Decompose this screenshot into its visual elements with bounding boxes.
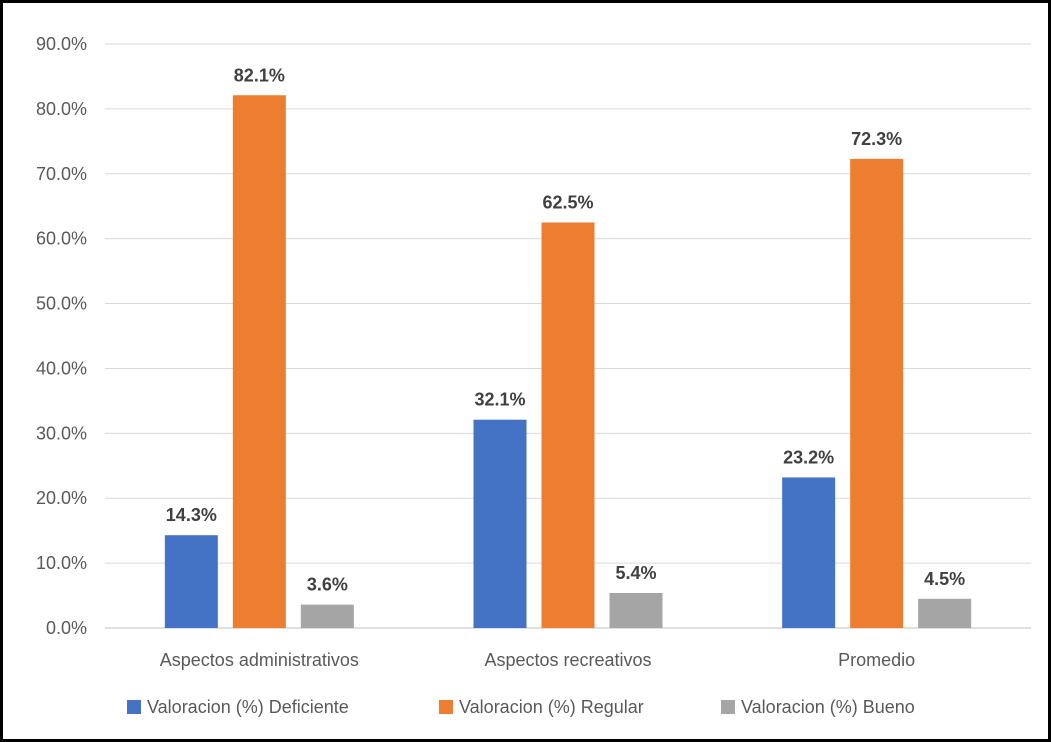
- legend-swatch: [721, 700, 735, 714]
- bar: [782, 477, 836, 628]
- data-labels: 14.3% 82.1% 3.6% 32.1% 62.5% 5.4% 23.2% 72.3% 4.…: [166, 65, 965, 594]
- data-label: 5.4%: [615, 563, 656, 583]
- y-tick-label: 60.0%: [36, 229, 87, 249]
- bar: [300, 604, 354, 628]
- bar-chart: 0.0% 10.0% 20.0% 30.0% 40.0% 50.0% 60.0% 70.0% 8…: [36, 34, 1031, 717]
- data-label: 72.3%: [851, 129, 902, 149]
- y-tick-label: 40.0%: [36, 358, 87, 378]
- legend: Valoracion (%) Deficiente Valoracion (%) …: [127, 697, 915, 717]
- legend-entry: Valoracion (%) Deficiente: [147, 697, 349, 717]
- legend-entry: Valoracion (%) Regular: [459, 697, 644, 717]
- legend-swatch: [439, 700, 453, 714]
- x-category-label: Aspectos administrativos: [160, 650, 359, 670]
- y-tick-label: 80.0%: [36, 99, 87, 119]
- y-tick-label: 20.0%: [36, 488, 87, 508]
- bars: [164, 95, 972, 629]
- x-category-label: Promedio: [838, 650, 915, 670]
- y-axis-ticks: 0.0% 10.0% 20.0% 30.0% 40.0% 50.0% 60.0% 70.0% 8…: [36, 34, 87, 638]
- bar: [541, 222, 595, 628]
- data-label: 23.2%: [783, 447, 834, 467]
- legend-entry: Valoracion (%) Bueno: [741, 697, 915, 717]
- bar: [609, 592, 663, 628]
- bar: [232, 95, 286, 629]
- data-label: 32.1%: [474, 390, 525, 410]
- y-tick-label: 30.0%: [36, 423, 87, 443]
- y-tick-label: 0.0%: [46, 618, 87, 638]
- y-tick-label: 10.0%: [36, 553, 87, 573]
- x-category-label: Aspectos recreativos: [484, 650, 651, 670]
- bar: [473, 419, 527, 628]
- y-tick-label: 50.0%: [36, 294, 87, 314]
- data-label: 14.3%: [166, 505, 217, 525]
- legend-swatch: [127, 700, 141, 714]
- bar: [164, 535, 218, 628]
- data-label: 4.5%: [924, 569, 965, 589]
- x-axis-categories: Aspectos administrativos Aspectos recreat…: [160, 650, 915, 670]
- bar: [918, 598, 972, 628]
- data-label: 82.1%: [234, 65, 285, 85]
- data-label: 3.6%: [307, 575, 348, 595]
- y-tick-label: 90.0%: [36, 34, 87, 54]
- y-tick-label: 70.0%: [36, 164, 87, 184]
- data-label: 62.5%: [542, 192, 593, 212]
- bar: [850, 158, 904, 628]
